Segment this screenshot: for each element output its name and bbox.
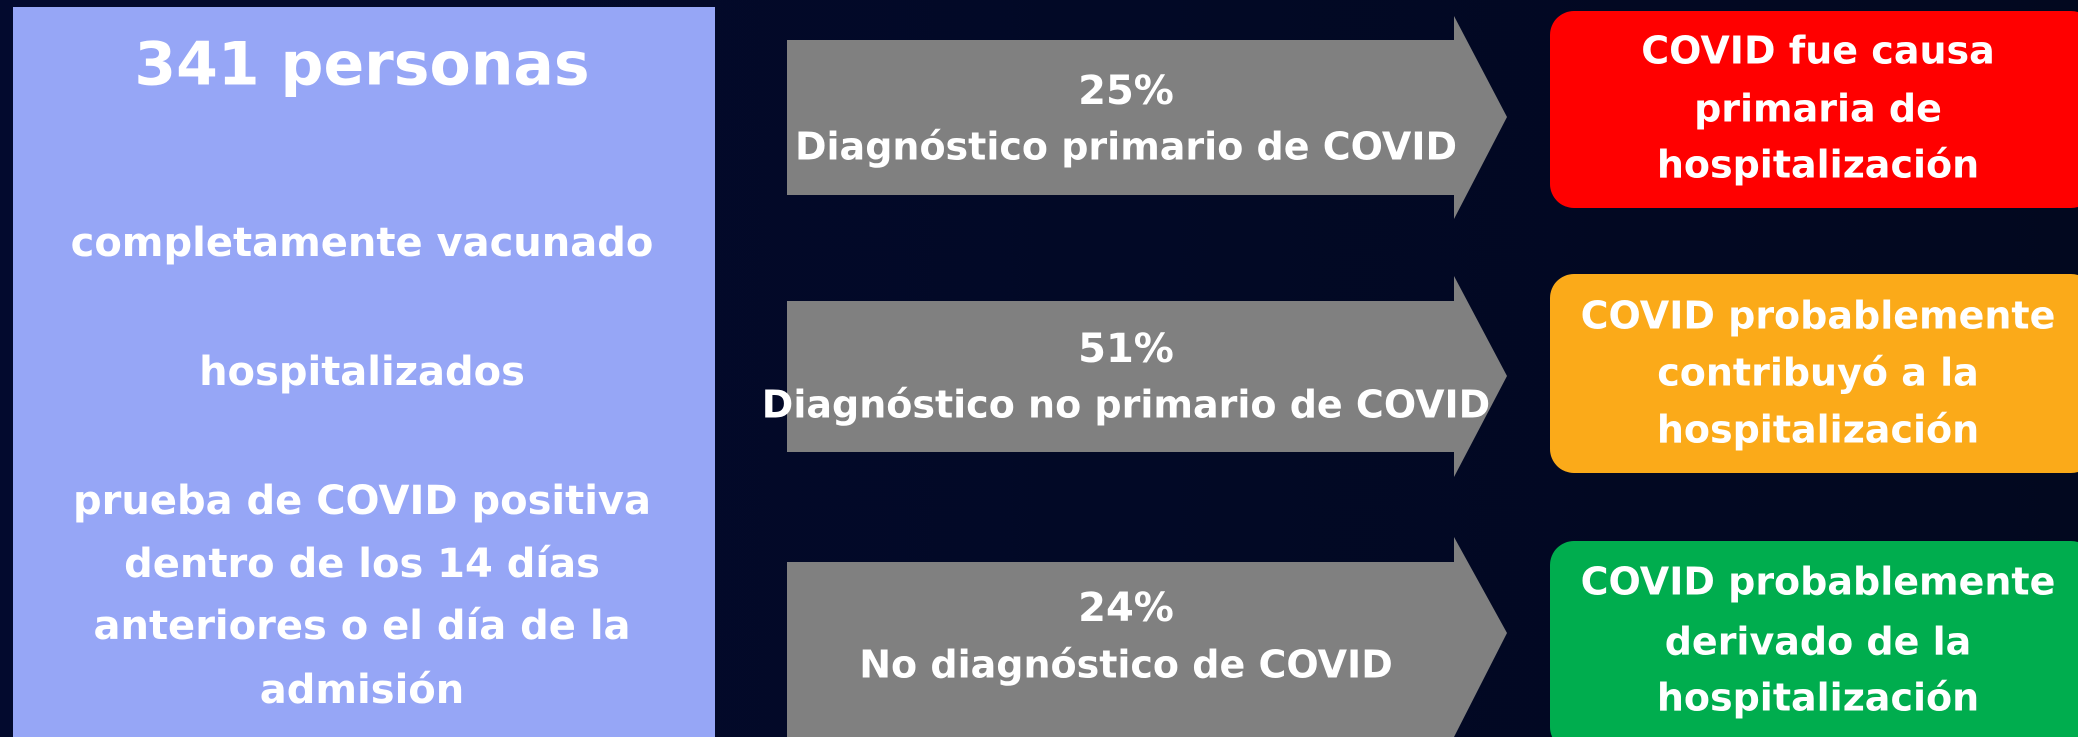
outcome-text: COVID fue causa [1641, 29, 1995, 73]
arrow-percent: 51% [1078, 326, 1174, 372]
criterion-text: prueba de COVID positiva [73, 478, 651, 524]
criterion-text: dentro de los 14 días [124, 541, 600, 587]
population-title: 341 personas [134, 30, 589, 100]
criterion-text: admisión [260, 667, 465, 713]
outcome-box [1550, 274, 2078, 473]
arrow-label: Diagnóstico primario de COVID [795, 125, 1457, 169]
arrow-label: No diagnóstico de COVID [859, 643, 1393, 687]
arrow [787, 537, 1507, 737]
arrow-percent: 24% [1078, 585, 1174, 631]
outcome-text: hospitalización [1657, 676, 1979, 720]
criterion-text: anteriores o el día de la [93, 603, 630, 649]
outcome-text: COVID probablemente [1581, 560, 2056, 604]
population-box [13, 7, 715, 737]
criterion-text: completamente vacunado [71, 220, 654, 266]
outcome-box [1550, 11, 2078, 208]
outcome-text: COVID probablemente [1581, 294, 2056, 338]
arrow-label: Diagnóstico no primario de COVID [762, 383, 1490, 427]
outcome-text: hospitalización [1657, 408, 1979, 452]
outcome-text: primaria de [1694, 87, 1942, 131]
arrow-percent: 25% [1078, 68, 1174, 114]
outcome-text: derivado de la [1665, 620, 1972, 664]
outcome-box [1550, 541, 2078, 737]
outcome-text: hospitalización [1657, 143, 1979, 187]
outcome-text: contribuyó a la [1657, 351, 1979, 395]
criterion-text: hospitalizados [199, 349, 525, 395]
arrow [787, 276, 1507, 477]
arrow [787, 16, 1507, 219]
